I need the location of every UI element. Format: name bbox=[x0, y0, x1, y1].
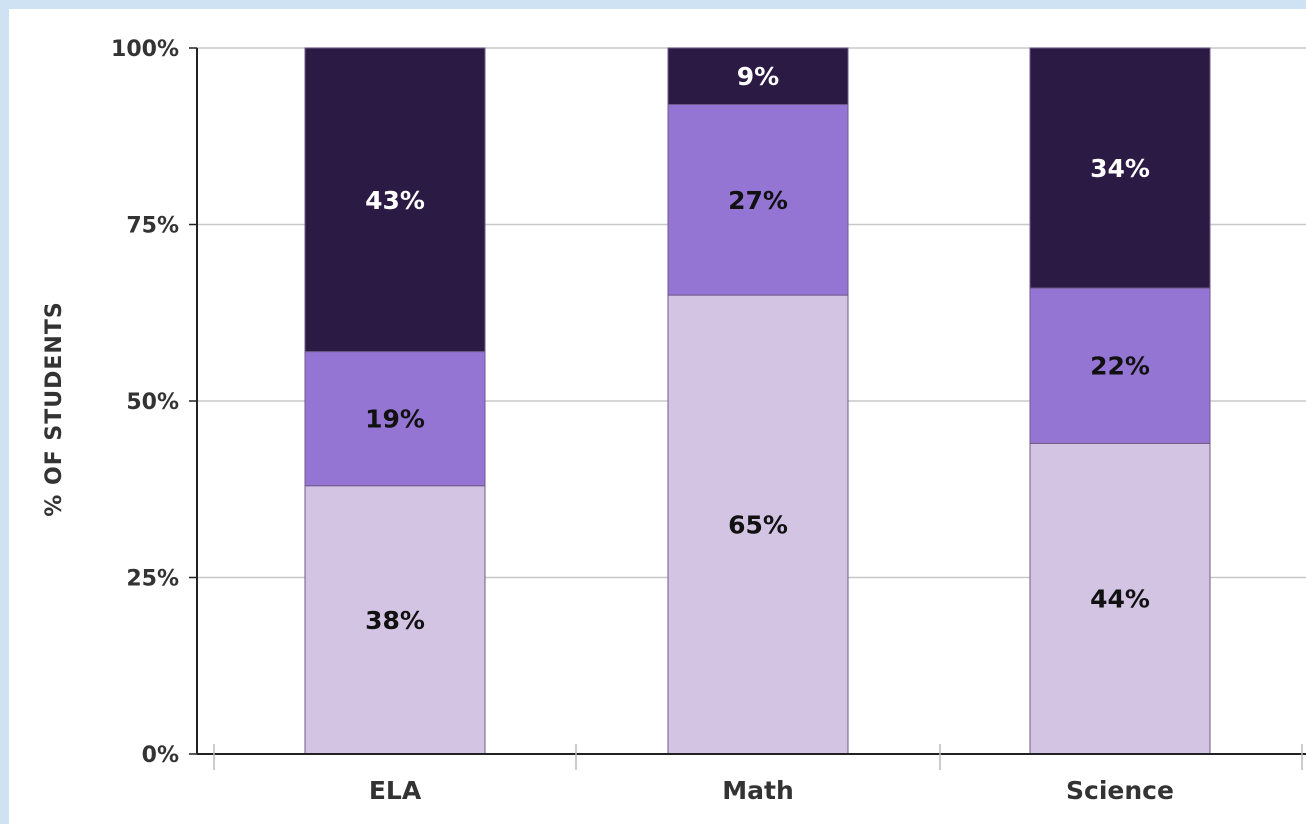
bar-segment bbox=[1029, 287, 1211, 444]
bar-segment bbox=[304, 47, 486, 353]
y-tick-label: 75% bbox=[126, 214, 179, 239]
y-tick-label: 100% bbox=[111, 37, 179, 62]
bar-segment bbox=[667, 294, 849, 755]
y-tick-label: 50% bbox=[126, 390, 179, 415]
bar-value-label: 9% bbox=[737, 62, 779, 91]
y-tick-labels: 0% 25% 50% 75% 100% bbox=[111, 37, 197, 768]
bar-stacks: 38% 19% 43% 65% 27% 9% 44% 22% 34% bbox=[304, 47, 1211, 755]
bar-segment bbox=[304, 485, 486, 755]
bar-value-label: 65% bbox=[728, 511, 788, 540]
bar-value-label: 34% bbox=[1090, 154, 1150, 183]
bar-value-label: 44% bbox=[1090, 585, 1150, 614]
bar-segment bbox=[304, 351, 486, 487]
x-category-label: Science bbox=[1066, 776, 1174, 805]
chart-panel: 38% 19% 43% 65% 27% 9% 44% 22% 34% 0% 25% 50% 75% 10… bbox=[9, 9, 1306, 824]
y-tick-label: 25% bbox=[126, 567, 179, 592]
x-category-labels: ELA Math Science bbox=[213, 744, 1303, 805]
y-axis-title: % OF STUDENTS bbox=[42, 301, 67, 516]
bar-value-label: 43% bbox=[365, 186, 425, 215]
bar-segment bbox=[1029, 47, 1211, 289]
bar-value-label: 27% bbox=[728, 186, 788, 215]
x-category-label: ELA bbox=[369, 776, 422, 805]
stacked-bar-chart: 38% 19% 43% 65% 27% 9% 44% 22% 34% 0% 25% 50% 75% 10… bbox=[42, 37, 1306, 805]
bar-value-label: 19% bbox=[365, 405, 425, 434]
x-category-label: Math bbox=[722, 776, 794, 805]
bar-value-label: 22% bbox=[1090, 352, 1150, 381]
bar-segment bbox=[1029, 442, 1211, 755]
bar-segment bbox=[667, 103, 849, 296]
bar-value-label: 38% bbox=[365, 606, 425, 635]
y-tick-label: 0% bbox=[142, 743, 179, 768]
bar-segment bbox=[667, 47, 849, 105]
